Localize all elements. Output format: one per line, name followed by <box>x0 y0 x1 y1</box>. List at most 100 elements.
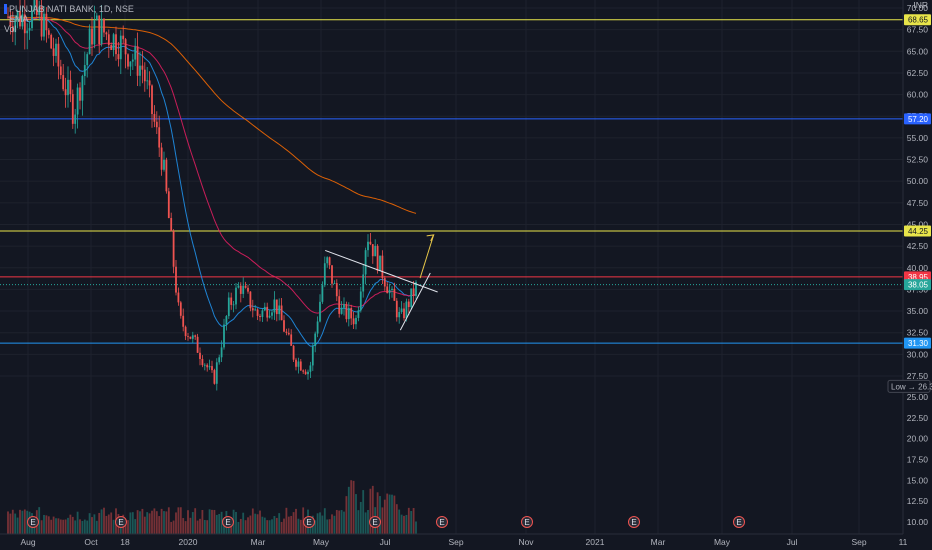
volume-bar <box>21 510 24 534</box>
candle-body <box>194 335 197 337</box>
volume-bar <box>333 515 336 534</box>
volume-bar <box>196 520 199 534</box>
candle-body <box>388 289 391 294</box>
candle-body <box>76 87 79 115</box>
volume-bar <box>95 520 98 534</box>
support-trendline <box>399 272 431 331</box>
volume-bar <box>151 510 153 534</box>
volume-bar <box>203 519 206 534</box>
candle-body <box>369 241 372 245</box>
volume-bar <box>400 514 403 534</box>
volume-bar <box>405 514 408 534</box>
candle-body <box>218 357 221 363</box>
volume-bar <box>127 520 129 534</box>
volume-bar <box>335 509 338 534</box>
time-tick-label: Jul <box>380 537 391 547</box>
earnings-marker <box>303 516 315 528</box>
volume-bar <box>304 520 307 534</box>
earnings-marker <box>115 516 127 528</box>
volume-bar <box>371 485 374 534</box>
volume-bar <box>93 514 96 534</box>
candle-body <box>415 282 417 296</box>
volume-bar <box>76 511 79 534</box>
price-tick-label: 67.50 <box>907 25 929 35</box>
volume-bar <box>316 513 319 534</box>
volume-bar <box>11 509 14 534</box>
volume-bar <box>314 520 317 534</box>
time-tick-label: Mar <box>651 537 666 547</box>
volume-bar <box>79 519 81 534</box>
time-tick-label: Sep <box>851 537 866 547</box>
candle-body <box>199 352 201 359</box>
volume-bar <box>112 519 115 534</box>
candle-body <box>292 345 295 360</box>
candle-body <box>311 346 314 366</box>
low-marker-box <box>887 379 931 393</box>
candle-body <box>117 54 120 60</box>
candle-body <box>98 15 101 45</box>
candle-body <box>59 66 62 76</box>
candle-body <box>371 244 374 257</box>
candle-body <box>247 287 249 292</box>
candle-body <box>326 257 329 264</box>
candle-body <box>254 309 257 311</box>
volume-bar <box>287 516 290 534</box>
candle-body <box>333 283 336 284</box>
candle-body <box>43 13 45 37</box>
candle-body <box>244 285 247 288</box>
current-price-tag-bg <box>904 279 931 291</box>
price-tick-label: 42.50 <box>907 241 929 251</box>
candle-body <box>100 18 103 45</box>
price-tick-label: 27.50 <box>907 371 929 381</box>
volume-legend-label[interactable]: Vol <box>4 24 17 34</box>
candle-body <box>249 291 252 309</box>
volume-bar <box>398 509 401 534</box>
candle-body <box>134 46 137 60</box>
candle-body <box>287 332 290 335</box>
symbol-marker <box>4 4 7 14</box>
volume-bar <box>208 509 211 534</box>
candle-body <box>323 263 326 286</box>
earnings-marker <box>733 516 745 528</box>
candle-body <box>50 34 53 49</box>
earnings-marker-label: E <box>118 518 123 527</box>
candle-body <box>386 286 389 294</box>
volume-bar <box>74 520 77 534</box>
price-tick-label: 50.00 <box>907 176 929 186</box>
volume-bar <box>290 515 293 534</box>
candle-body <box>141 65 144 70</box>
volume-bar <box>71 516 74 534</box>
candle-body <box>143 69 146 82</box>
earnings-marker <box>27 516 39 528</box>
volume-bar <box>170 521 173 534</box>
volume-bar <box>319 512 321 534</box>
earnings-marker-label: E <box>30 518 35 527</box>
volume-bar <box>45 515 48 534</box>
volume-bar <box>376 492 379 534</box>
level-price-tag-bg <box>904 113 931 125</box>
candle-body <box>179 302 182 316</box>
breakout-arrow <box>419 234 435 279</box>
candle-body <box>139 65 141 76</box>
volume-bar <box>379 496 381 534</box>
earnings-marker <box>628 516 640 528</box>
volume-bar <box>131 512 134 534</box>
candle-body <box>208 366 211 368</box>
volume-bar <box>167 507 170 534</box>
volume-axis: 25.00 22.50 20.00 17.50 15.00 12.50 10.00 <box>907 392 929 527</box>
candle-body <box>16 10 19 20</box>
low-marker-label: Low → 26.30 <box>891 382 932 391</box>
earnings-marker-label: E <box>372 518 377 527</box>
ema-line <box>7 16 417 314</box>
volume-bar <box>105 515 108 534</box>
volume-bar <box>136 510 139 534</box>
candle-body <box>211 366 213 371</box>
volume-bar <box>251 508 254 534</box>
ema-legend-label[interactable]: EMA <box>9 14 29 24</box>
volume-bar <box>69 514 72 534</box>
volume-bar <box>235 511 237 534</box>
volume-bar <box>383 499 386 534</box>
candle-body <box>119 35 122 60</box>
volume-bar <box>16 517 19 534</box>
